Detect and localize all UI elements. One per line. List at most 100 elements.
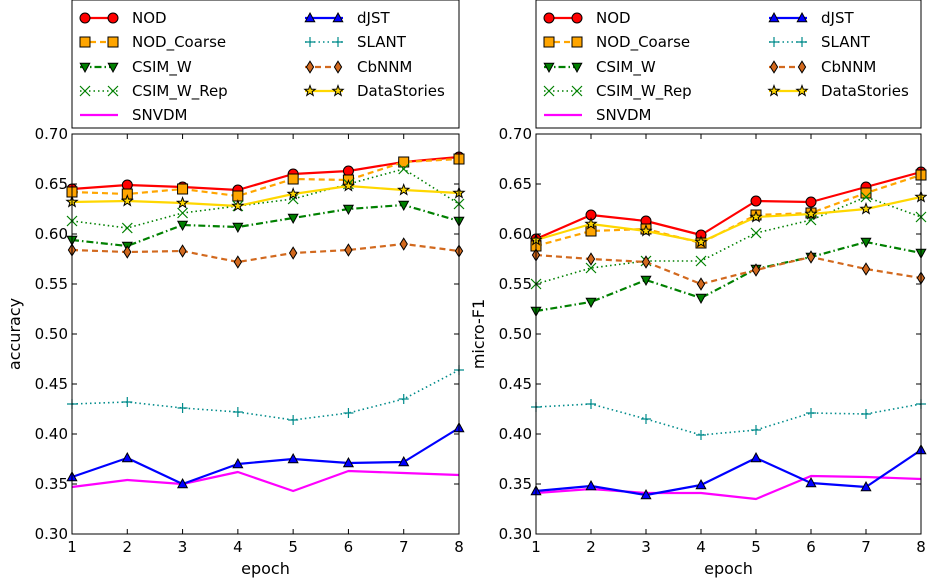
x-tick-label: 6	[806, 538, 816, 556]
data-point	[342, 456, 355, 468]
series-line	[535, 474, 922, 501]
x-tick-label: 1	[531, 538, 541, 556]
legend-marker	[571, 36, 583, 48]
y-tick-label: 0.45	[499, 375, 532, 393]
legend-marker	[304, 11, 316, 23]
legend-label: CbNNM	[357, 58, 412, 76]
data-point	[696, 277, 706, 291]
series-line	[535, 240, 922, 313]
chart-panel-1: 1 2 3 4 5 6 7 8 0.30 0.35 0.40 0.45 0.50 0.55 0.60 0.65…	[5, 0, 466, 578]
legend-marker	[571, 62, 583, 74]
x-tick-label: 5	[288, 538, 298, 556]
legend-label: CSIM_W	[596, 58, 656, 77]
data-point	[287, 173, 299, 185]
y-tick-label: 0.30	[499, 525, 532, 543]
x-tick-label: 7	[399, 538, 409, 556]
data-point	[805, 214, 817, 226]
data-point	[398, 455, 410, 467]
legend-box	[71, 0, 460, 129]
legend-marker	[795, 84, 809, 97]
x-tick-label: 2	[586, 538, 596, 556]
y-tick-label: 0.55	[499, 275, 532, 293]
data-point	[585, 225, 597, 237]
legend-item-snvdm: SNVDM	[80, 106, 188, 124]
legend-marker	[796, 11, 808, 23]
legend-marker	[767, 84, 781, 97]
data-point	[694, 235, 708, 248]
data-point	[233, 255, 243, 269]
data-point	[805, 196, 817, 208]
data-point	[696, 430, 706, 440]
legend-marker	[769, 60, 779, 74]
x-tick-label: 4	[696, 538, 706, 556]
data-point	[804, 207, 818, 220]
x-axis-label: epoch	[241, 559, 290, 578]
series-line	[71, 168, 460, 229]
data-point	[695, 255, 707, 267]
data-point	[751, 425, 761, 435]
series-line	[71, 469, 460, 493]
legend: NOD NOD_Coarse CSIM_W CSIM_W_Rep SNVDM dJST SL…	[535, 0, 922, 129]
x-tick-label: 1	[67, 538, 77, 556]
series-datastories	[529, 190, 927, 248]
data-point	[231, 199, 245, 212]
y-tick-label: 0.45	[35, 375, 68, 393]
data-point	[586, 399, 596, 409]
y-tick-label: 0.65	[35, 175, 68, 193]
legend-item-nod-coarse: NOD_Coarse	[543, 33, 690, 52]
data-point	[860, 191, 872, 203]
x-tick-label: 3	[178, 538, 188, 556]
series-snvdm	[535, 474, 922, 501]
data-point	[123, 245, 132, 259]
data-point	[343, 408, 354, 418]
legend-marker	[79, 36, 91, 48]
series-snvdm	[71, 469, 460, 493]
data-point	[639, 224, 653, 237]
legend-marker	[305, 37, 315, 47]
legend-label: dJST	[357, 9, 390, 27]
chart-panel-2: 1 2 3 4 5 6 7 8 0.30 0.35 0.40 0.45 0.50 0.55 0.60 0.65…	[469, 0, 927, 578]
data-point	[640, 275, 652, 287]
legend-marker	[768, 11, 780, 23]
legend-marker	[79, 62, 91, 74]
series-line	[535, 196, 922, 285]
series-line	[71, 157, 460, 198]
data-point	[750, 451, 762, 463]
series-line	[71, 242, 460, 264]
data-point	[287, 213, 299, 225]
legend-item-nod-coarse: NOD_Coarse	[79, 33, 226, 52]
y-tick-label: 0.60	[499, 225, 532, 243]
legend-item-nod: NOD	[543, 9, 631, 27]
data-point	[177, 207, 188, 219]
legend-label: SNVDM	[132, 106, 188, 124]
y-tick-label: 0.60	[35, 225, 68, 243]
data-point	[122, 397, 133, 407]
y-tick-label: 0.70	[499, 125, 532, 143]
legend-item-djst: dJST	[768, 9, 854, 27]
data-point	[232, 222, 244, 234]
data-point	[859, 202, 873, 215]
legend-marker	[797, 37, 807, 47]
x-tick-label: 3	[641, 538, 651, 556]
data-point	[695, 293, 707, 305]
legend-box	[535, 0, 922, 129]
y-tick-label: 0.50	[499, 325, 532, 343]
legend-marker	[543, 12, 555, 24]
y-axis-label: accuracy	[5, 298, 24, 370]
data-point	[860, 237, 872, 249]
legend-label: NOD	[132, 9, 167, 27]
data-point	[178, 244, 187, 258]
x-tick-label: 8	[454, 538, 464, 556]
legend-marker	[305, 60, 315, 74]
legend-label: DataStories	[821, 82, 909, 100]
data-point	[344, 243, 353, 257]
x-tick-label: 7	[861, 538, 871, 556]
data-point	[286, 187, 300, 200]
legend-marker	[543, 62, 555, 74]
data-point	[288, 415, 299, 425]
y-tick-label: 0.40	[35, 425, 68, 443]
data-point	[287, 452, 299, 464]
data-point	[860, 480, 872, 492]
data-point	[232, 407, 243, 417]
